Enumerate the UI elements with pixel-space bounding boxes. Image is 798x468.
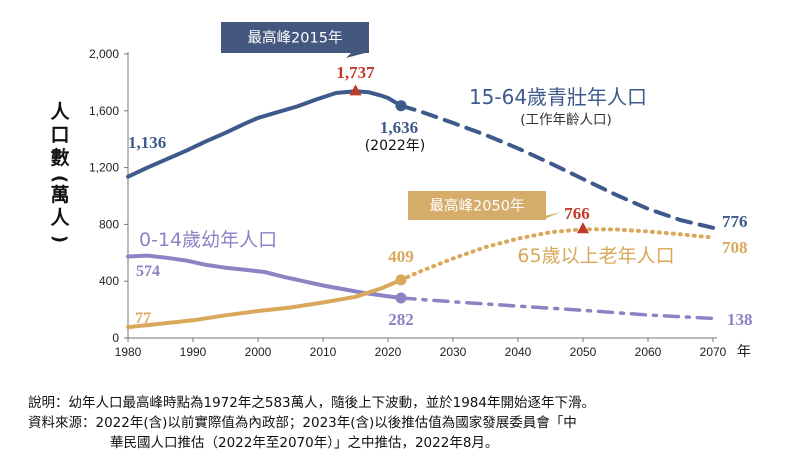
working-age-peak-label: 1,737 xyxy=(336,63,375,82)
working-age-series-sublabel: (工作年齡人口) xyxy=(520,112,612,128)
working-age-2070-label: 776 xyxy=(722,212,748,231)
note-explanation: 說明：幼年人口最高峰時點為1972年之583萬人，隨後上下波動，並於1984年開… xyxy=(28,395,595,411)
y-tick-label: 1,600 xyxy=(89,104,119,118)
elderly-peak-tag-box xyxy=(408,191,546,220)
working-age-peak-tag-text: 最高峰2015年 xyxy=(248,30,343,47)
y-axis-label-char: 萬 xyxy=(50,184,69,206)
elderly-peak-marker xyxy=(577,222,589,234)
x-tick-label: 2030 xyxy=(440,345,467,359)
series-lines xyxy=(126,89,715,330)
elderly-peak-label: 766 xyxy=(564,204,590,223)
working-age-peak-tag-box xyxy=(221,22,369,53)
x-tick-label: 2020 xyxy=(375,345,402,359)
y-axis-label-char: 人 xyxy=(50,101,70,123)
y-axis-label-char: 人 xyxy=(50,207,70,229)
youth-projected-line xyxy=(399,296,715,321)
youth-1980-label: 574 xyxy=(136,263,160,280)
x-tick-label: 2040 xyxy=(505,345,532,359)
working-age-2022-marker xyxy=(395,100,407,112)
series-markers xyxy=(221,22,589,304)
elderly-projected-line xyxy=(399,227,715,282)
x-tick-label: 2010 xyxy=(310,345,337,359)
working-age-1980-label: 1,136 xyxy=(128,133,166,152)
working-age-projected-line xyxy=(399,103,715,230)
youth-actual-line xyxy=(126,253,403,300)
chart-labels: 0 400 800 1,200 1,600 2,000 1980 1990 2000 2010 20… xyxy=(49,30,753,361)
y-axis-label-char: ( xyxy=(49,175,70,183)
elderly-series-name: 65歲以上老年人口 xyxy=(517,245,674,267)
working-age-series-name: 15-64歲青壯年人口 xyxy=(469,85,647,109)
note-source: 資料來源：2022年(含)以前實際值為內政部；2023年(含)以後推估值為國家發… xyxy=(28,415,577,431)
y-tick-label: 1,200 xyxy=(89,161,119,175)
elderly-peak-tag-pointer xyxy=(528,212,561,220)
chart-notes: 說明：幼年人口最高峰時點為1972年之583萬人，隨後上下波動，並於1984年開… xyxy=(28,393,788,453)
y-tick-label: 0 xyxy=(112,331,119,345)
x-tick-label: 2000 xyxy=(245,345,272,359)
working-age-peak-marker xyxy=(349,84,362,96)
working-age-actual-line xyxy=(126,89,403,179)
x-tick-label: 2070 xyxy=(700,345,727,359)
elderly-actual-line xyxy=(126,277,403,330)
y-axis-label-char: 數 xyxy=(50,147,69,169)
working-age-2022-year: (2022年) xyxy=(365,138,426,154)
youth-2022-marker xyxy=(395,292,407,304)
note-source-continued: 華民國人口推估（2022年至2070年）」之中推估，2022年8月。 xyxy=(110,435,499,451)
y-tick-label: 800 xyxy=(99,217,119,231)
x-tick-label: 1980 xyxy=(115,345,142,359)
y-tick-label: 2,000 xyxy=(89,47,119,61)
working-age-peak-tag-pointer xyxy=(346,53,365,58)
elderly-2022-label: 409 xyxy=(388,247,414,266)
elderly-peak-tag-text: 最高峰2050年 xyxy=(430,198,525,215)
population-chart: 0 400 800 1,200 1,600 2,000 1980 1990 2000 2010 20… xyxy=(49,22,753,361)
x-tick-label: 1990 xyxy=(180,345,207,359)
y-tick-label: 400 xyxy=(99,274,119,288)
axes xyxy=(124,52,717,342)
working-age-2022-label: 1,636 xyxy=(380,118,418,137)
y-axis-label-char: ) xyxy=(49,235,70,243)
x-tick-label: 2060 xyxy=(635,345,662,359)
youth-2022-label: 282 xyxy=(388,310,414,329)
elderly-2022-marker xyxy=(395,274,407,286)
youth-2070-label: 138 xyxy=(727,310,753,329)
elderly-1980-label: 77 xyxy=(135,310,151,327)
x-axis-unit: 年 xyxy=(737,344,751,360)
y-axis-label-char: 口 xyxy=(50,124,69,146)
youth-series-name: 0-14歲幼年人口 xyxy=(139,229,277,251)
elderly-2070-label: 708 xyxy=(722,238,748,257)
x-tick-label: 2050 xyxy=(570,345,597,359)
